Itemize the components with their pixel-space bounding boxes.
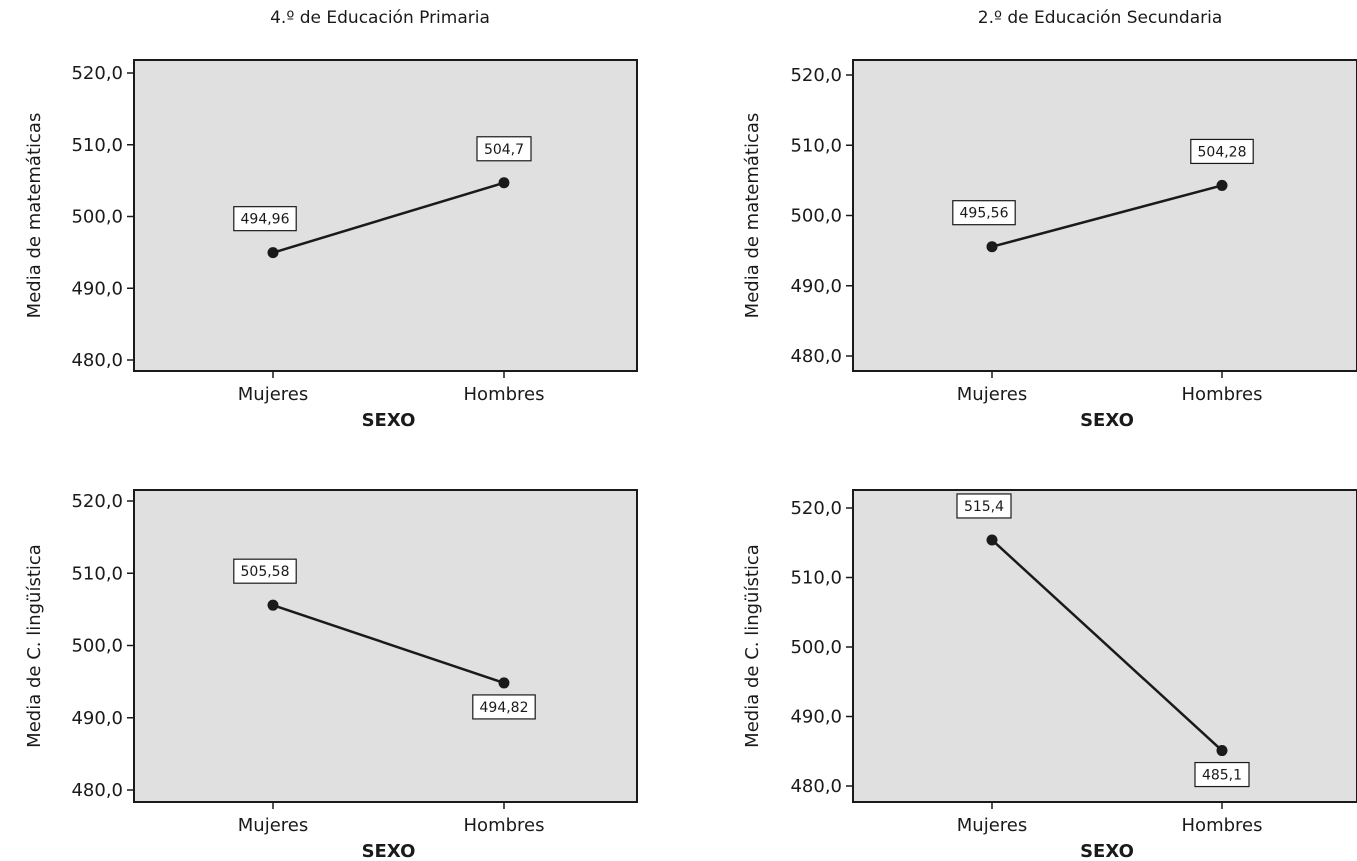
chart-1-data-label: 504,7 bbox=[484, 142, 524, 158]
chart-3-y-axis-title: Media de C. lingüística bbox=[24, 544, 45, 748]
chart-3-data-point bbox=[498, 677, 510, 689]
chart-2-data-label: 495,56 bbox=[960, 206, 1009, 222]
chart-4-category-label: Mujeres bbox=[957, 815, 1027, 836]
chart-3-series-line bbox=[272, 603, 505, 685]
chart-1-y-axis-title: Media de matemáticas bbox=[24, 113, 45, 319]
chart-4-ytick-label: 500,0 bbox=[790, 637, 842, 658]
chart-4-data-point bbox=[986, 534, 998, 546]
chart-2-data-label: 504,28 bbox=[1198, 144, 1247, 160]
chart-2-data-label-box bbox=[952, 200, 1016, 226]
chart-2-data-point bbox=[986, 241, 998, 253]
column-title-primaria: 4.º de Educación Primaria bbox=[270, 8, 490, 28]
chart-4-data-label-box bbox=[1194, 761, 1250, 788]
chart-4-data-label-box bbox=[956, 493, 1012, 519]
chart-4-x-axis-title: SEXO bbox=[1080, 841, 1134, 861]
chart-2-series-line bbox=[991, 184, 1223, 248]
chart-1-ytick-label: 500,0 bbox=[71, 207, 123, 228]
chart-1-data-label-box bbox=[476, 136, 532, 162]
chart-4-y-axis-title: Media de C. lingüística bbox=[742, 544, 763, 748]
chart-4-category-label: Hombres bbox=[1182, 815, 1263, 836]
chart-3-data-point bbox=[267, 599, 279, 611]
chart-1-ytick-label: 520,0 bbox=[71, 63, 123, 84]
chart-2-ytick-label: 490,0 bbox=[790, 276, 842, 297]
chart-3-data-label: 494,82 bbox=[480, 700, 529, 716]
chart-2-ytick-label: 500,0 bbox=[790, 206, 842, 227]
chart-1-x-axis-title: SEXO bbox=[362, 410, 416, 431]
chart-4-data-point bbox=[1216, 745, 1228, 757]
chart-2-data-point bbox=[1216, 179, 1228, 191]
chart-3-data-label: 505,58 bbox=[241, 564, 290, 580]
chart-4-data-label: 485,1 bbox=[1202, 768, 1242, 784]
chart-4-ytick-label: 510,0 bbox=[790, 568, 842, 589]
chart-4-ytick-label: 480,0 bbox=[790, 776, 842, 797]
chart-2-ytick-label: 520,0 bbox=[790, 65, 842, 86]
chart-1-ytick-label: 490,0 bbox=[71, 278, 123, 299]
chart-1-plot-area bbox=[133, 59, 638, 372]
chart-1-series-line bbox=[272, 181, 505, 254]
chart-3-ytick-label: 500,0 bbox=[71, 636, 123, 657]
chart-3-plot-area bbox=[133, 489, 638, 803]
chart-3-category-label: Hombres bbox=[464, 815, 545, 836]
chart-1-data-label: 494,96 bbox=[241, 212, 290, 228]
chart-3-ytick-label: 510,0 bbox=[71, 563, 123, 584]
chart-3-x-axis-title: SEXO bbox=[362, 841, 416, 861]
chart-2-y-axis-title: Media de matemáticas bbox=[742, 113, 763, 319]
chart-1-category-label: Mujeres bbox=[238, 384, 308, 405]
chart-3-ytick-label: 490,0 bbox=[71, 708, 123, 729]
chart-4-data-label: 515,4 bbox=[964, 499, 1004, 515]
chart-2-ytick-label: 480,0 bbox=[790, 346, 842, 367]
chart-1-data-point bbox=[498, 177, 510, 189]
chart-4-ytick-label: 520,0 bbox=[790, 498, 842, 519]
chart-3-data-label-box bbox=[233, 558, 297, 584]
chart-4-plot-area bbox=[852, 489, 1357, 803]
chart-4-series-line bbox=[991, 539, 1223, 752]
chart-3-ytick-label: 480,0 bbox=[71, 780, 123, 801]
chart-1-ytick-label: 480,0 bbox=[71, 350, 123, 371]
chart-1-data-point bbox=[267, 247, 279, 259]
chart-4-ytick-label: 490,0 bbox=[790, 707, 842, 728]
chart-3-data-label-box bbox=[472, 694, 536, 720]
chart-2-category-label: Hombres bbox=[1182, 384, 1263, 405]
chart-1-ytick-label: 510,0 bbox=[71, 135, 123, 156]
chart-1-category-label: Hombres bbox=[464, 384, 545, 405]
chart-1-data-label-box bbox=[233, 206, 297, 232]
chart-2-data-label-box bbox=[1190, 138, 1254, 165]
chart-2-ytick-label: 510,0 bbox=[790, 135, 842, 156]
chart-3-ytick-label: 520,0 bbox=[71, 491, 123, 512]
column-title-secundaria: 2.º de Educación Secundaria bbox=[977, 8, 1223, 28]
chart-3-category-label: Mujeres bbox=[238, 815, 308, 836]
chart-2-category-label: Mujeres bbox=[957, 384, 1027, 405]
chart-2-x-axis-title: SEXO bbox=[1080, 410, 1134, 431]
